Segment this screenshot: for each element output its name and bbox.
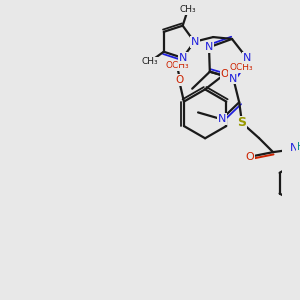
Text: N: N: [191, 37, 200, 47]
Text: O: O: [221, 69, 229, 79]
Text: O: O: [245, 152, 254, 162]
Text: N: N: [178, 53, 187, 63]
Text: N: N: [229, 74, 238, 83]
Text: OCH₃: OCH₃: [166, 61, 189, 70]
Text: H: H: [297, 142, 300, 152]
Text: CH₃: CH₃: [180, 5, 196, 14]
Text: CH₃: CH₃: [142, 57, 158, 66]
Text: S: S: [238, 116, 247, 130]
Text: OCH₃: OCH₃: [229, 63, 253, 72]
Text: N: N: [290, 143, 298, 153]
Text: N: N: [218, 114, 226, 124]
Text: N: N: [243, 53, 251, 63]
Text: N: N: [205, 42, 213, 52]
Text: O: O: [175, 75, 183, 85]
